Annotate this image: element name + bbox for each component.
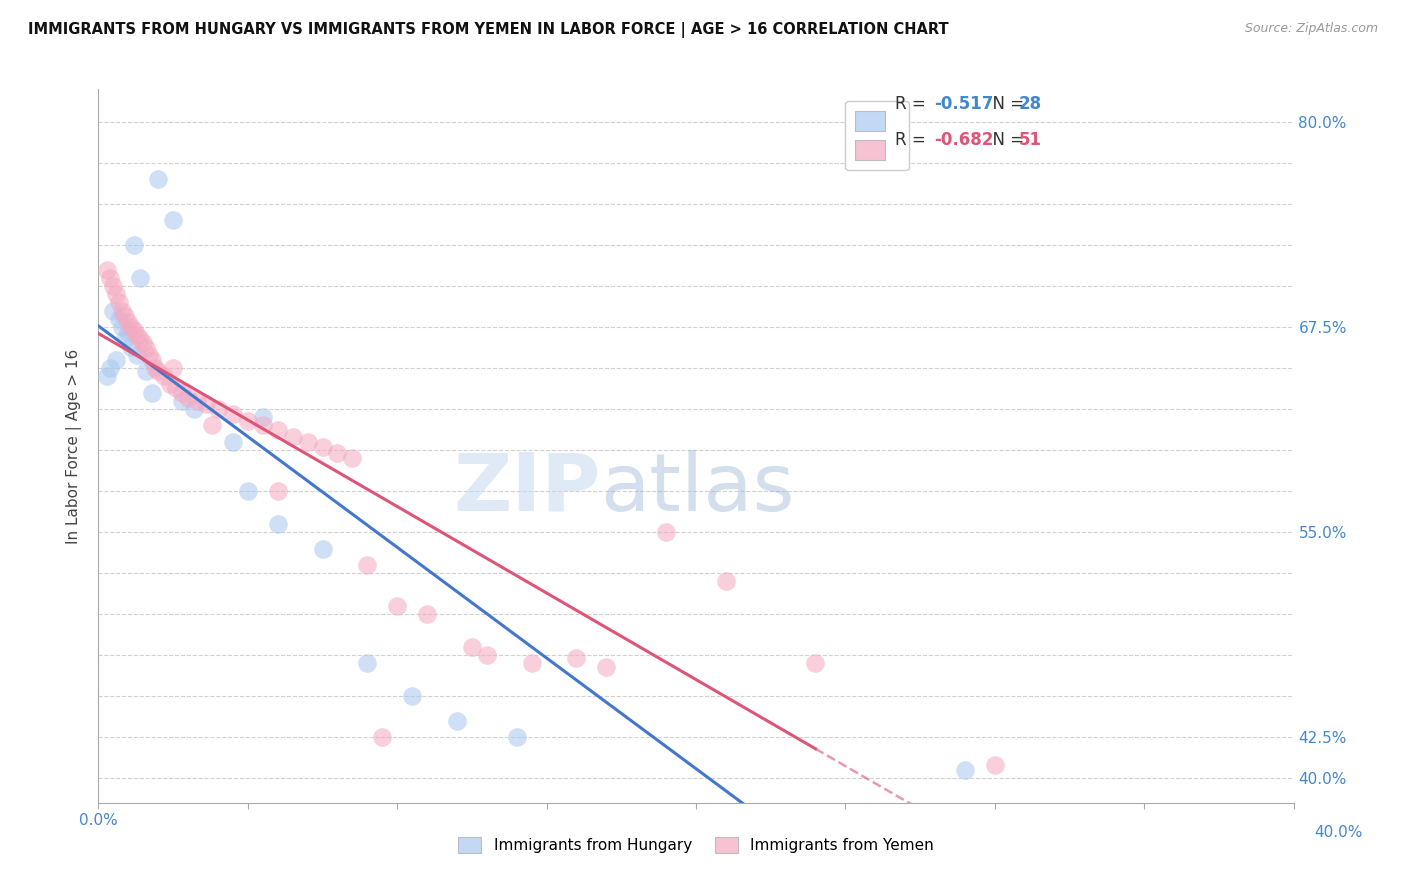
Text: atlas: atlas — [600, 450, 794, 528]
Point — [165, 381, 187, 395]
Text: R =: R = — [894, 131, 931, 149]
Text: 51: 51 — [1018, 131, 1042, 149]
Point — [714, 574, 737, 589]
Point — [127, 328, 149, 343]
Point — [111, 320, 134, 334]
Text: Source: ZipAtlas.com: Source: ZipAtlas.com — [1244, 22, 1378, 36]
Point — [416, 607, 439, 622]
Text: -0.517: -0.517 — [934, 95, 994, 113]
Point — [356, 657, 378, 671]
Point — [186, 393, 208, 408]
Point — [127, 348, 149, 362]
Point — [124, 323, 146, 337]
Point — [475, 648, 498, 662]
Point — [236, 484, 259, 499]
Point — [135, 364, 157, 378]
Point — [135, 342, 157, 356]
Point — [236, 413, 259, 427]
Point — [124, 238, 146, 252]
Point — [655, 525, 678, 540]
Point — [172, 385, 194, 400]
Point — [143, 361, 166, 376]
Text: 40.0%: 40.0% — [1315, 825, 1362, 840]
Point — [252, 418, 274, 433]
Point — [132, 336, 155, 351]
Text: N =: N = — [981, 131, 1029, 149]
Point — [172, 393, 194, 408]
Point — [356, 558, 378, 572]
Point — [371, 730, 394, 744]
Point — [105, 352, 128, 367]
Point — [520, 657, 543, 671]
Point — [311, 541, 333, 556]
Point — [100, 361, 122, 376]
Point — [222, 434, 245, 449]
Point — [103, 303, 125, 318]
Point — [120, 320, 142, 334]
Point — [141, 385, 163, 400]
Point — [108, 295, 131, 310]
Point — [148, 364, 170, 378]
Point — [159, 377, 181, 392]
Point — [162, 213, 184, 227]
Point — [401, 689, 423, 703]
Point — [105, 287, 128, 301]
Point — [148, 172, 170, 186]
Point — [267, 424, 290, 438]
Point — [108, 311, 131, 326]
Point — [141, 352, 163, 367]
Text: ZIP: ZIP — [453, 450, 600, 528]
Text: -0.682: -0.682 — [934, 131, 994, 149]
Point — [461, 640, 484, 654]
Point — [195, 397, 218, 411]
Text: R =: R = — [894, 95, 931, 113]
Point — [201, 418, 224, 433]
Point — [177, 391, 200, 405]
Point — [311, 440, 333, 454]
Point — [114, 309, 136, 323]
Point — [117, 325, 139, 339]
Point — [385, 599, 409, 613]
Point — [120, 340, 142, 354]
Point — [96, 369, 118, 384]
Point — [129, 270, 152, 285]
Y-axis label: In Labor Force | Age > 16: In Labor Force | Age > 16 — [66, 349, 83, 543]
Point — [595, 659, 617, 673]
Point — [267, 484, 290, 499]
Point — [326, 446, 349, 460]
Point — [162, 361, 184, 376]
Point — [153, 369, 176, 384]
Point — [100, 270, 122, 285]
Point — [252, 410, 274, 425]
Point — [183, 402, 205, 417]
Point — [565, 651, 588, 665]
Point — [342, 451, 364, 466]
Legend: Immigrants from Hungary, Immigrants from Yemen: Immigrants from Hungary, Immigrants from… — [453, 831, 939, 859]
Text: N =: N = — [981, 95, 1029, 113]
Point — [103, 279, 125, 293]
Point — [222, 407, 245, 421]
Text: 28: 28 — [1018, 95, 1042, 113]
Point — [506, 730, 529, 744]
Point — [117, 315, 139, 329]
Point — [267, 516, 290, 531]
Point — [446, 714, 468, 728]
Point — [129, 332, 152, 346]
Point — [281, 430, 304, 444]
Point — [96, 262, 118, 277]
Point — [138, 348, 160, 362]
Point — [804, 657, 827, 671]
Text: IMMIGRANTS FROM HUNGARY VS IMMIGRANTS FROM YEMEN IN LABOR FORCE | AGE > 16 CORRE: IMMIGRANTS FROM HUNGARY VS IMMIGRANTS FR… — [28, 22, 949, 38]
Point — [114, 332, 136, 346]
Point — [111, 303, 134, 318]
Point — [207, 402, 229, 417]
Point — [297, 434, 319, 449]
Point — [984, 758, 1007, 772]
Point — [953, 763, 976, 777]
